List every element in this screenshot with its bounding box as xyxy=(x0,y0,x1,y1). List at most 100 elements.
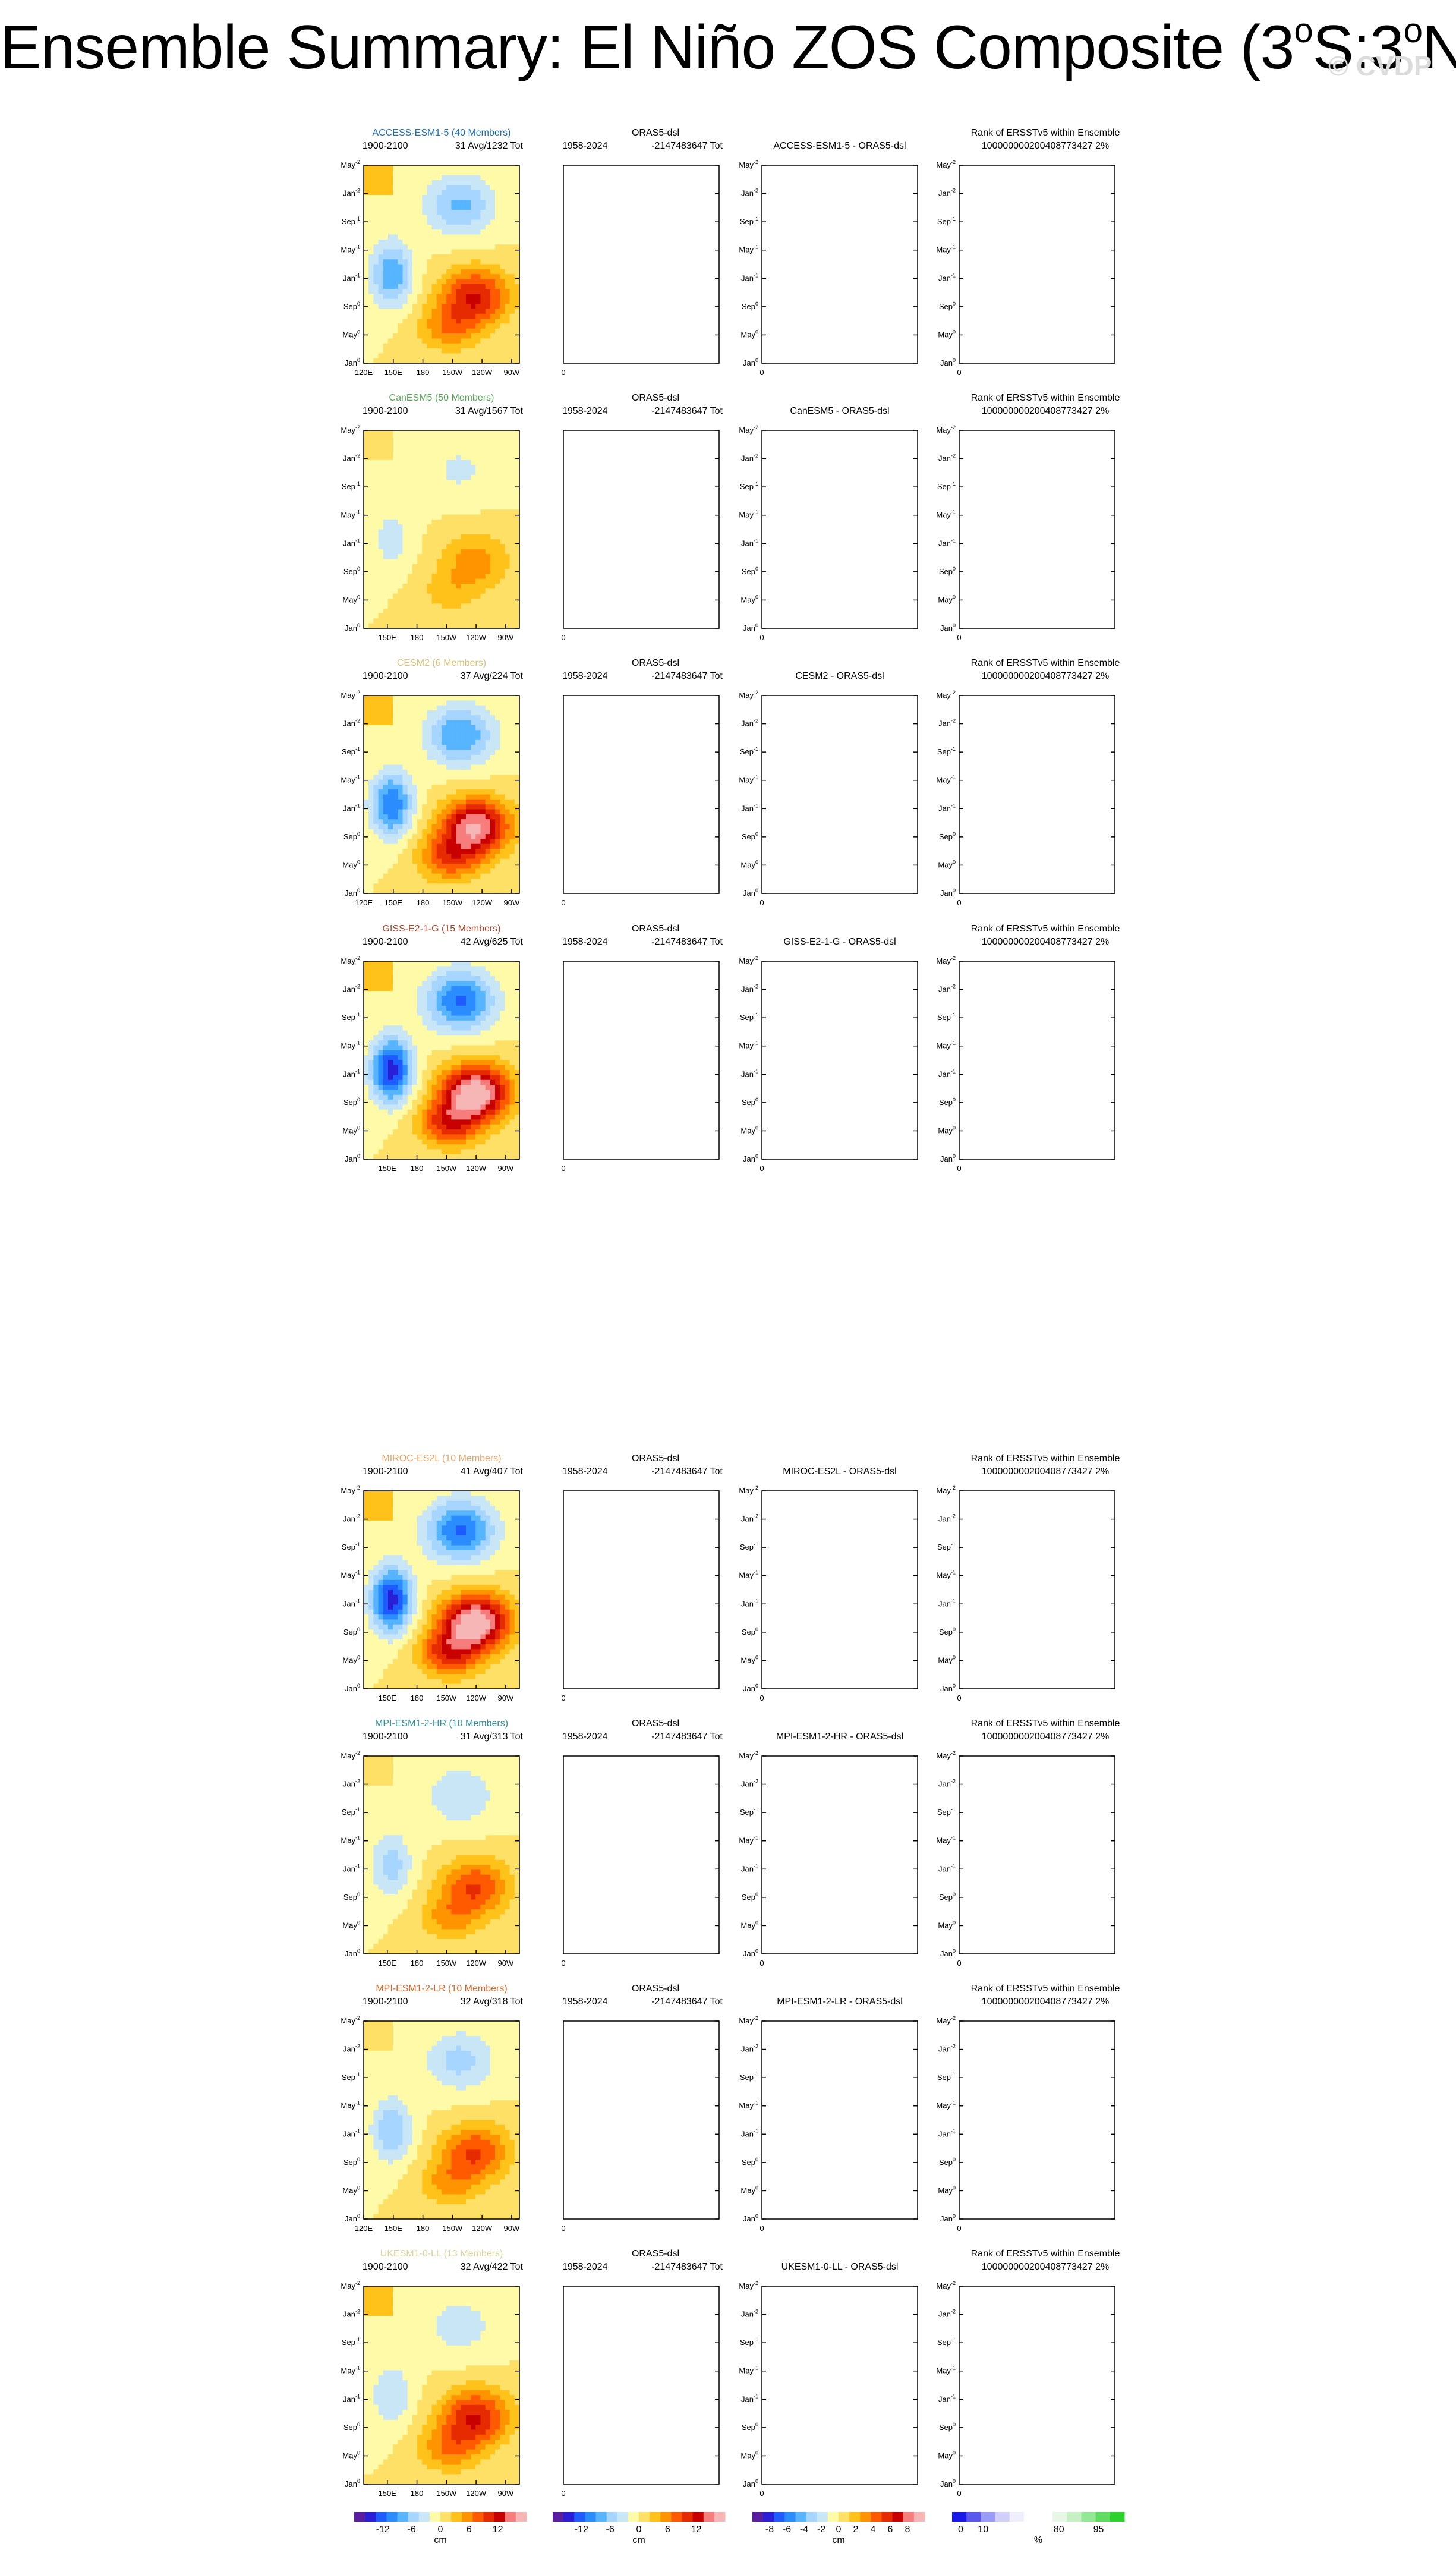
heatmap-cell xyxy=(471,764,476,770)
heatmap-cell xyxy=(393,529,398,535)
heatmap-cell xyxy=(402,274,408,280)
heatmap-cell xyxy=(509,705,515,711)
heatmap-cell xyxy=(427,215,433,221)
model-name-label: CanESM5 (50 Members) xyxy=(389,393,494,403)
heatmap-cell xyxy=(417,234,423,240)
heatmap-cell xyxy=(465,883,471,889)
heatmap-cell xyxy=(500,784,506,790)
heatmap-cell xyxy=(436,514,442,520)
heatmap-cell xyxy=(436,455,442,461)
heatmap-cell xyxy=(422,888,428,894)
heatmap-cell xyxy=(398,249,404,255)
heatmap-cell xyxy=(373,745,379,751)
heatmap-cell xyxy=(427,864,433,869)
heatmap-cell xyxy=(407,574,413,580)
heatmap-cell xyxy=(442,779,447,785)
heatmap-cell xyxy=(378,1060,384,1066)
heatmap-cell xyxy=(495,961,500,967)
heatmap-cell xyxy=(383,569,389,575)
heatmap-cell xyxy=(402,608,408,614)
heatmap-cell xyxy=(417,348,423,354)
heatmap-cell xyxy=(475,705,481,711)
heatmap-cell xyxy=(451,430,457,436)
heatmap-cell xyxy=(431,961,437,967)
heatmap-cell xyxy=(427,435,433,441)
heatmap-cell xyxy=(378,574,384,580)
heatmap-cell xyxy=(398,224,404,230)
heatmap-cell xyxy=(412,284,418,289)
heatmap-cell xyxy=(383,358,389,364)
heatmap-cell xyxy=(427,775,433,780)
heatmap-cell xyxy=(446,504,452,510)
heatmap-cell xyxy=(465,470,471,476)
heatmap-cell xyxy=(364,180,369,185)
heatmap-cell xyxy=(456,754,462,760)
heatmap-cell xyxy=(417,450,423,456)
heatmap-cell xyxy=(451,549,457,555)
heatmap-cell xyxy=(431,750,437,756)
heatmap-cell xyxy=(417,705,423,711)
heatmap-cell xyxy=(417,323,423,329)
heatmap-cell xyxy=(364,323,369,329)
heatmap-cell xyxy=(417,514,423,520)
heatmap-cell xyxy=(442,735,447,741)
heatmap-cell xyxy=(378,465,384,471)
heatmap-cell xyxy=(364,695,369,701)
heatmap-cell xyxy=(417,618,423,624)
heatmap-cell xyxy=(490,504,496,510)
heatmap-cell xyxy=(417,888,423,894)
heatmap-cell xyxy=(368,514,374,520)
heatmap-cell xyxy=(422,868,428,874)
heatmap-cell xyxy=(490,961,496,967)
heatmap-cell xyxy=(490,854,496,860)
heatmap-cell xyxy=(514,775,520,780)
heatmap-cell xyxy=(456,185,462,191)
heatmap-cell xyxy=(475,224,481,230)
heatmap-cell xyxy=(412,333,418,339)
heatmap-cell xyxy=(383,588,389,594)
heatmap-cell xyxy=(442,996,447,1002)
heatmap-cell xyxy=(398,440,404,446)
heatmap-cell xyxy=(387,249,393,255)
heatmap-cell xyxy=(480,1055,486,1061)
heatmap-cell xyxy=(514,269,520,275)
heatmap-cell xyxy=(436,554,442,560)
heatmap-cell xyxy=(407,769,413,775)
heatmap-cell xyxy=(495,799,500,805)
heatmap-cell xyxy=(442,564,447,569)
heatmap-cell xyxy=(451,829,457,835)
heatmap-cell xyxy=(417,1055,423,1061)
heatmap-cell xyxy=(436,489,442,495)
heatmap-cell xyxy=(422,1060,428,1066)
heatmap-cell xyxy=(490,710,496,716)
heatmap-cell xyxy=(422,1030,428,1036)
heatmap-cell xyxy=(412,1035,418,1041)
heatmap-cell xyxy=(387,1045,393,1051)
heatmap-cell xyxy=(431,839,437,845)
heatmap-cell xyxy=(514,249,520,255)
heatmap-cell xyxy=(402,524,408,530)
heatmap-cell xyxy=(505,445,510,451)
heatmap-cell xyxy=(500,986,506,992)
heatmap-cell xyxy=(485,358,491,364)
heatmap-cell xyxy=(480,489,486,495)
heatmap-cell xyxy=(495,883,500,889)
heatmap-cell xyxy=(393,194,398,200)
heatmap-cell xyxy=(364,244,369,250)
heatmap-cell xyxy=(495,1079,500,1085)
heatmap-cell xyxy=(495,284,500,289)
heatmap-cell xyxy=(509,854,515,860)
heatmap-cell xyxy=(427,794,433,800)
heatmap-cell xyxy=(393,328,398,334)
heatmap-cell xyxy=(383,799,389,805)
heatmap-cell xyxy=(412,440,418,446)
heatmap-cell xyxy=(436,588,442,594)
heatmap-cell xyxy=(383,1055,389,1061)
heatmap-cell xyxy=(373,309,379,314)
heatmap-cell xyxy=(485,720,491,726)
heatmap-cell xyxy=(485,839,491,845)
heatmap-cell xyxy=(446,799,452,805)
heatmap-cell xyxy=(505,623,510,629)
heatmap-cell xyxy=(427,618,433,624)
heatmap-cell xyxy=(495,1050,500,1056)
